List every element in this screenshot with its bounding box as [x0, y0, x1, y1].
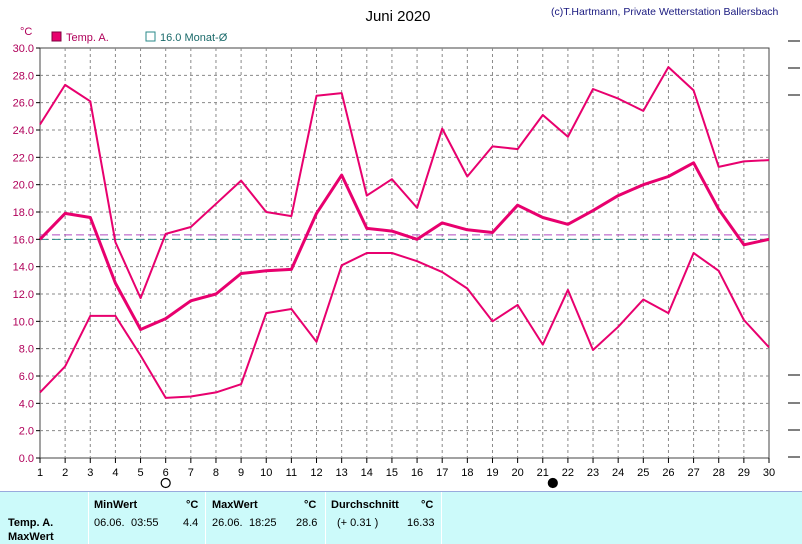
series-line: [38, 161, 770, 331]
x-tick-label: 9: [238, 467, 244, 479]
min-value: 4.4: [183, 517, 199, 529]
x-tick-label: 13: [336, 467, 348, 479]
x-tick-label: 5: [137, 467, 143, 479]
plot-frame: [39, 47, 770, 459]
stats-row-label-temp: Temp. A.: [8, 517, 54, 529]
average-header: Durchschnitt: [331, 499, 399, 511]
average-unit: °C: [421, 499, 434, 511]
average-value: 16.33: [407, 517, 435, 529]
x-tick-label: 2: [62, 467, 68, 479]
x-tick-label: 21: [537, 467, 549, 479]
y-tick-label: 14.0: [13, 262, 34, 274]
x-tick-label: 25: [637, 467, 649, 479]
y-tick-label: 4.0: [19, 398, 34, 410]
y-tick-label: 12.0: [13, 289, 34, 301]
x-tick-label: 8: [213, 467, 219, 479]
stats-row-label-max: MaxWert: [8, 531, 54, 543]
legend-label-average: 16.0 Monat-Ø: [160, 32, 228, 44]
y-axis-unit: °C: [20, 26, 32, 38]
y-tick-label: 26.0: [13, 98, 34, 110]
x-tick-label: 20: [511, 467, 523, 479]
x-tick-label: 29: [738, 467, 750, 479]
full-moon-icon: [160, 477, 171, 489]
x-tick-label: 27: [687, 467, 699, 479]
x-tick-label: 10: [260, 467, 272, 479]
x-tick-label: 11: [286, 467, 297, 479]
x-tick-label: 28: [713, 467, 725, 479]
min-time: 03:55: [131, 517, 159, 529]
secondary-axis-stub: [788, 40, 800, 458]
x-tick-label: 1: [37, 467, 43, 479]
x-tick-label: 17: [436, 467, 448, 479]
max-date: 26.06.: [212, 517, 243, 529]
x-tick-label: 22: [562, 467, 574, 479]
average-delta: (+ 0.31 ): [337, 517, 379, 529]
max-value: 28.6: [296, 517, 318, 529]
x-tick-label: 26: [662, 467, 674, 479]
y-tick-label: 22.0: [13, 152, 34, 164]
chart-credit: (c)T.Hartmann, Private Wetterstation Bal…: [551, 6, 779, 18]
max-header: MaxWert: [212, 499, 258, 511]
x-tick-label: 30: [763, 467, 775, 479]
x-tick-label: 6: [163, 467, 169, 479]
x-tick-label: 18: [461, 467, 473, 479]
new-moon-icon: [547, 477, 558, 489]
x-tick-label: 14: [361, 467, 373, 479]
x-tick-label: 16: [411, 467, 423, 479]
y-tick-label: 28.0: [13, 70, 34, 82]
y-tick-label: 16.0: [13, 234, 34, 246]
y-tick-label: 24.0: [13, 125, 34, 137]
y-tick-label: 0.0: [19, 453, 34, 465]
statistics-panel: Temp. A. MaxWert MinWert °C 06.06. 03:55…: [0, 491, 802, 544]
moon-markers: [160, 477, 558, 489]
y-axis-ticks: 0.0 2.0 4.0 6.0 8.0 10.0 12.0 14.0 16.0 18.0 20.0 2…: [13, 43, 40, 465]
y-tick-label: 10.0: [13, 316, 34, 328]
y-tick-label: 20.0: [13, 180, 34, 192]
min-header: MinWert: [94, 499, 138, 511]
chart-series: [38, 66, 770, 399]
x-tick-label: 7: [188, 467, 194, 479]
min-unit: °C: [186, 499, 199, 511]
series-line: [39, 66, 770, 300]
y-tick-label: 6.0: [19, 371, 34, 383]
legend-swatch-temp: [51, 31, 62, 42]
chart-title: Juni 2020: [365, 8, 430, 25]
x-tick-label: 19: [486, 467, 498, 479]
legend-swatch-average: [145, 31, 156, 42]
max-time: 18:25: [249, 517, 277, 529]
series-line: [39, 252, 770, 399]
x-tick-label: 4: [112, 467, 118, 479]
legend-label-temp: Temp. A.: [66, 32, 109, 44]
temperature-chart: 0.0 2.0 4.0 6.0 8.0 10.0 12.0 14.0 16.0 18.0 20.0 2…: [13, 6, 800, 489]
x-axis-ticks: 1 2 3 4 5 6 7 8 9 10 11 12 13 14 15 16 17 18 19 20 21 22 23 24 2…: [37, 458, 775, 479]
y-tick-label: 30.0: [13, 43, 34, 55]
y-tick-label: 2.0: [19, 426, 34, 438]
x-tick-label: 12: [310, 467, 322, 479]
x-tick-label: 3: [87, 467, 93, 479]
chart-grid: [39, 47, 770, 459]
x-tick-label: 24: [612, 467, 624, 479]
y-tick-label: 18.0: [13, 207, 34, 219]
x-tick-label: 23: [587, 467, 599, 479]
x-tick-label: 15: [386, 467, 398, 479]
max-unit: °C: [304, 499, 317, 511]
min-date: 06.06.: [94, 517, 125, 529]
y-tick-label: 8.0: [19, 344, 34, 356]
